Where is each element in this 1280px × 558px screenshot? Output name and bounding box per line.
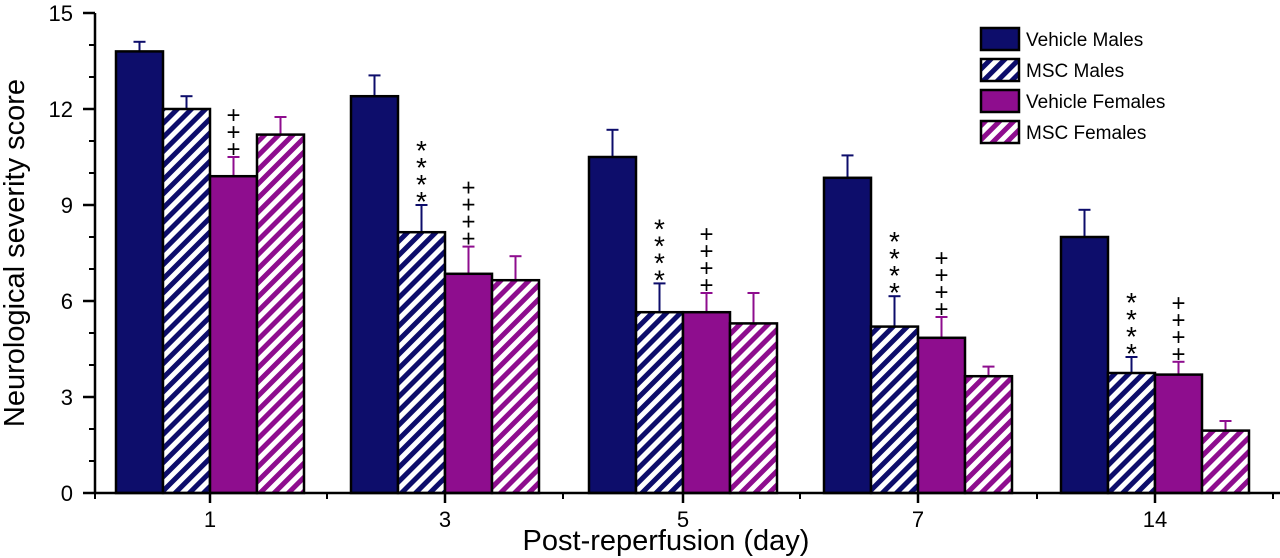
y-tick-label: 3	[61, 385, 73, 410]
significance-asterisk: *	[416, 169, 427, 200]
bar	[728, 322, 779, 495]
y-tick-label: 15	[49, 1, 73, 26]
significance-plus: +	[1171, 307, 1185, 334]
y-tick-label: 6	[61, 289, 73, 314]
significance-asterisk: *	[889, 243, 900, 274]
significance-plus: +	[226, 102, 240, 129]
x-axis-title: Post-reperfusion (day)	[523, 525, 810, 557]
x-tick-label: 7	[912, 507, 924, 532]
significance-plus: +	[1171, 290, 1185, 317]
significance-asterisk: *	[416, 152, 427, 183]
significance-plus: +	[699, 221, 713, 248]
legend-swatch	[979, 119, 1021, 145]
significance-asterisk: *	[1126, 304, 1137, 335]
bar	[681, 310, 732, 495]
axes: 0 3 6 9 12 15 1 3 5 7 14	[49, 1, 1280, 532]
x-tick-label: 5	[677, 507, 689, 532]
legend-label: MSC Females	[1026, 123, 1146, 144]
significance-plus: +	[226, 136, 240, 163]
significance-plus: +	[1171, 324, 1185, 351]
bar	[114, 50, 165, 495]
legend-swatch	[979, 57, 1021, 83]
y-axis-title: Neurological severity score	[0, 79, 31, 427]
bar	[443, 272, 494, 495]
significance-asterisk: *	[889, 226, 900, 257]
x-tick-label: 14	[1143, 507, 1167, 532]
significance-plus: +	[226, 119, 240, 146]
significance-plus: +	[934, 245, 948, 272]
bar	[869, 325, 920, 495]
y-tick-label: 0	[61, 481, 73, 506]
legend-label: Vehicle Females	[1026, 92, 1165, 113]
bar	[1200, 429, 1251, 495]
significance-asterisk: *	[889, 277, 900, 308]
significance-plus: +	[461, 209, 475, 236]
legend-label: MSC Males	[1026, 61, 1124, 82]
bar	[255, 133, 306, 495]
bar	[1106, 371, 1157, 495]
y-tick-label: 9	[61, 193, 73, 218]
significance-plus: +	[461, 192, 475, 219]
significance-plus: +	[461, 226, 475, 253]
x-tick-label: 3	[439, 507, 451, 532]
bar	[349, 94, 400, 495]
legend-swatch	[979, 88, 1021, 114]
bar	[208, 174, 259, 495]
significance-plus: +	[461, 175, 475, 202]
bar	[634, 310, 685, 495]
bar	[587, 155, 638, 495]
x-tick-label: 1	[204, 507, 216, 532]
significance-asterisk: *	[654, 264, 665, 295]
significance-asterisk: *	[889, 260, 900, 291]
significance-plus: +	[934, 279, 948, 306]
significance-plus: +	[699, 255, 713, 282]
y-tick-label: 12	[49, 97, 73, 122]
significance-asterisk: *	[1126, 287, 1137, 318]
bar	[963, 374, 1014, 495]
legend-swatch	[979, 26, 1021, 52]
significance-asterisk: *	[1126, 321, 1137, 352]
bar	[916, 336, 967, 495]
significance-asterisk: *	[416, 186, 427, 217]
bar	[490, 278, 541, 495]
bar	[161, 107, 212, 495]
significance-plus: +	[934, 296, 948, 323]
significance-asterisk: *	[416, 135, 427, 166]
significance-asterisk: *	[654, 230, 665, 261]
bar	[1153, 373, 1204, 495]
bar	[1059, 235, 1110, 495]
legend-label: Vehicle Males	[1026, 30, 1143, 51]
significance-plus: +	[934, 262, 948, 289]
legend: Vehicle Males MSC Males Vehicle Females MSC…	[979, 26, 1165, 145]
significance-plus: +	[1171, 341, 1185, 368]
bar	[822, 176, 873, 495]
significance-asterisk: *	[654, 213, 665, 244]
significance-asterisk: *	[1126, 338, 1137, 369]
bar	[396, 230, 447, 495]
significance-plus: +	[699, 272, 713, 299]
significance-asterisk: *	[654, 247, 665, 278]
significance-plus: +	[699, 238, 713, 265]
